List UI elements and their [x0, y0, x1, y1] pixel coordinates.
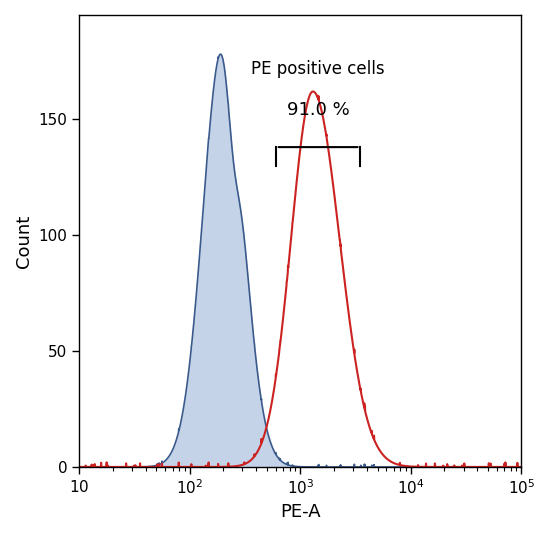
Text: PE positive cells: PE positive cells	[251, 59, 385, 78]
X-axis label: PE-A: PE-A	[280, 503, 321, 521]
Text: 91.0 %: 91.0 %	[287, 101, 349, 120]
Y-axis label: Count: Count	[15, 214, 33, 267]
